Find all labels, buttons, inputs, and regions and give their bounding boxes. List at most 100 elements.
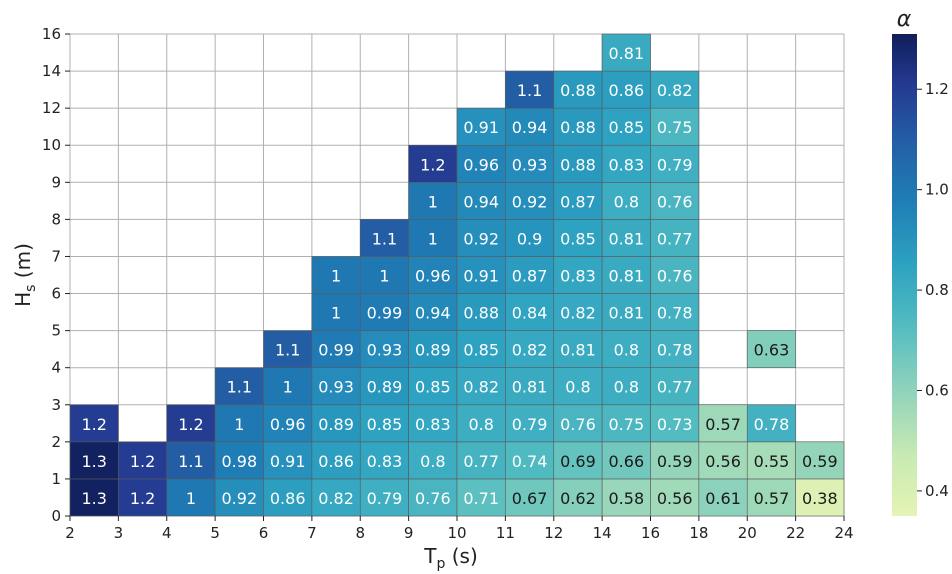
cell-value-label: 0.93 [512, 155, 548, 174]
cell-value-label: 0.96 [270, 415, 306, 434]
cell-value-label: 0.85 [367, 415, 403, 434]
cell-value-label: 0.57 [705, 415, 741, 434]
cell-value-label: 0.81 [609, 44, 645, 63]
colorbar-tick-label: 0.4 [925, 482, 949, 500]
cell-value-label: 1.3 [81, 489, 106, 508]
heatmap-cell [263, 367, 313, 406]
cell-value-label: 1 [428, 229, 438, 248]
y-tick-label: 2 [51, 433, 61, 451]
cell-value-label: 0.86 [270, 489, 306, 508]
heatmap-cell [263, 330, 313, 368]
heatmap-cell [311, 441, 361, 480]
x-tick-label: 12 [544, 524, 563, 542]
x-tick-label: 9 [404, 524, 414, 542]
colorbar-tick-label: 1.2 [925, 80, 949, 98]
cell-value-label: 0.99 [367, 304, 403, 323]
cell-value-label: 0.82 [560, 304, 596, 323]
cell-value-label: 0.61 [705, 489, 741, 508]
cell-value-label: 0.88 [560, 155, 596, 174]
cell-value-label: 0.71 [463, 489, 499, 508]
cell-value-label: 0.86 [609, 81, 645, 100]
heatmap-cell [650, 107, 700, 146]
colorbar-tick-label: 0.8 [925, 281, 949, 299]
y-tick-label: 8 [51, 210, 61, 228]
cell-value-label: 0.98 [222, 452, 258, 471]
heatmap-cell [456, 441, 506, 480]
y-tick-label: 5 [51, 322, 61, 340]
cell-value-label: 0.83 [367, 452, 403, 471]
colorbar-tick-label: 1.0 [925, 181, 949, 199]
heatmap-cell [311, 330, 361, 368]
y-tick-label: 10 [42, 136, 61, 154]
cell-value-label: 0.81 [609, 229, 645, 248]
heatmap-cell [601, 256, 651, 294]
cell-value-label: 0.86 [318, 452, 354, 471]
cell-value-label: 0.81 [609, 304, 645, 323]
heatmap-cell [650, 70, 700, 109]
heatmap-cell [698, 478, 748, 517]
heatmap-cell [214, 441, 264, 480]
cell-value-label: 0.83 [560, 267, 596, 286]
heatmap-cell [118, 478, 168, 517]
cell-value-label: 0.8 [614, 341, 639, 360]
heatmap-cell [795, 441, 845, 480]
cell-value-label: 0.93 [367, 341, 403, 360]
heatmap-cell [505, 330, 555, 368]
heatmap-cell [601, 33, 651, 72]
cell-value-label: 0.8 [614, 378, 639, 397]
cell-value-label: 0.91 [270, 452, 306, 471]
cell-value-label: 0.8 [420, 452, 445, 471]
heatmap-cell [311, 478, 361, 517]
heatmap-cell [650, 144, 700, 183]
colorbar: α 0.4 0.6 0.8 1.0 1.2 [892, 7, 949, 516]
x-tick-label: 5 [210, 524, 220, 542]
cell-value-label: 0.69 [560, 452, 596, 471]
heatmap-cell [601, 441, 651, 480]
cell-value-label: 0.79 [367, 489, 403, 508]
heatmap-cell [69, 441, 119, 480]
x-tick-label: 16 [641, 524, 660, 542]
heatmap-cell [746, 404, 796, 443]
x-tick-label: 8 [355, 524, 365, 542]
cell-value-label: 0.79 [512, 415, 548, 434]
cell-value-label: 1.3 [81, 452, 106, 471]
heatmap-cell [698, 404, 748, 443]
cell-value-label: 0.78 [657, 304, 693, 323]
heatmap-cell [69, 404, 119, 443]
cell-value-label: 1 [234, 415, 244, 434]
cell-value-label: 0.59 [802, 452, 838, 471]
heatmap-cell [505, 144, 555, 183]
y-tick-label: 12 [42, 99, 61, 117]
heatmap-cell [166, 478, 216, 517]
heatmap-cell [650, 182, 700, 220]
cell-value-label: 0.55 [754, 452, 790, 471]
cell-value-label: 0.91 [463, 118, 499, 137]
heatmap-cell [311, 256, 361, 294]
cell-value-label: 0.92 [463, 229, 499, 248]
cell-value-label: 1 [379, 267, 389, 286]
y-tick-label: 3 [51, 396, 61, 414]
heatmap-cell [359, 441, 409, 480]
heatmap-cell [456, 107, 506, 146]
cell-value-label: 0.88 [463, 304, 499, 323]
heatmap-cell [311, 293, 361, 331]
cell-value-label: 1.1 [372, 229, 397, 248]
x-tick-label: 20 [738, 524, 757, 542]
cell-value-label: 0.81 [609, 267, 645, 286]
cell-value-label: 0.8 [565, 378, 590, 397]
heatmap-cell [601, 182, 651, 220]
heatmap-cell [746, 330, 796, 368]
cell-value-label: 0.96 [463, 155, 499, 174]
cell-value-label: 0.8 [614, 192, 639, 211]
cell-value-label: 1.1 [178, 452, 203, 471]
x-tick-label: 18 [689, 524, 708, 542]
heatmap-cell [746, 478, 796, 517]
y-axis-label: Hs (m) [11, 243, 39, 307]
heatmap-cell [408, 330, 458, 368]
cell-value-label: 0.76 [560, 415, 596, 434]
heatmap-cell [601, 144, 651, 183]
heatmap-cell [746, 441, 796, 480]
heatmap-cell [359, 293, 409, 331]
heatmap-cell [263, 441, 313, 480]
colorbar-label: α [897, 7, 912, 32]
